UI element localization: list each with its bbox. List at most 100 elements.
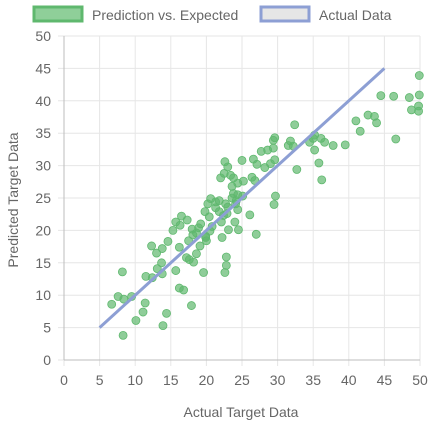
data-point[interactable] <box>314 158 324 168</box>
data-point[interactable] <box>389 91 399 101</box>
data-point[interactable] <box>355 126 365 136</box>
data-point[interactable] <box>220 268 230 277</box>
data-point[interactable] <box>119 294 129 304</box>
y-axis-title: Predicted Target Data <box>5 132 21 267</box>
data-point[interactable] <box>147 241 156 251</box>
data-point[interactable] <box>414 71 424 80</box>
x-tick-label: 0 <box>60 372 68 388</box>
data-point[interactable] <box>221 260 231 270</box>
data-point[interactable] <box>157 258 166 268</box>
y-tick-label: 5 <box>43 320 51 336</box>
data-point[interactable] <box>310 145 320 155</box>
data-point[interactable] <box>163 237 173 246</box>
data-point[interactable] <box>168 225 178 235</box>
legend-label-prediction: Prediction vs. Expected <box>92 7 238 23</box>
x-tick-label: 50 <box>412 372 428 388</box>
actual-data-line <box>98 67 386 329</box>
data-point[interactable] <box>414 90 424 100</box>
data-point[interactable] <box>162 308 171 318</box>
data-point[interactable] <box>268 143 278 153</box>
data-point[interactable] <box>140 298 150 308</box>
axes <box>63 36 420 361</box>
data-point[interactable] <box>290 120 300 130</box>
data-point[interactable] <box>404 93 414 102</box>
legend-swatch-prediction <box>32 5 84 23</box>
data-point[interactable] <box>407 105 416 115</box>
data-point[interactable] <box>118 330 128 340</box>
data-point[interactable] <box>196 219 206 229</box>
data-point[interactable] <box>138 307 148 317</box>
data-point[interactable] <box>187 301 196 310</box>
data-point[interactable] <box>217 233 227 242</box>
data-point[interactable] <box>239 176 248 186</box>
data-point[interactable] <box>414 106 423 116</box>
data-point[interactable] <box>269 200 279 209</box>
data-point[interactable] <box>268 135 278 145</box>
y-tick-label: 35 <box>35 125 51 141</box>
data-point[interactable] <box>206 194 216 204</box>
data-point[interactable] <box>317 175 327 185</box>
data-point[interactable] <box>252 159 262 169</box>
data-point[interactable] <box>216 173 226 183</box>
y-tick-label: 15 <box>35 255 51 271</box>
data-point[interactable] <box>131 316 141 325</box>
data-point[interactable] <box>152 248 161 258</box>
y-tick-label: 45 <box>35 60 51 76</box>
legend-item-prediction[interactable]: Prediction vs. Expected <box>32 5 238 23</box>
data-point[interactable] <box>199 268 208 277</box>
y-tick-label: 10 <box>35 287 51 303</box>
x-tick-label: 5 <box>96 372 104 388</box>
data-point[interactable] <box>376 91 386 101</box>
data-point[interactable] <box>171 266 181 275</box>
legend-label-actual: Actual Data <box>319 7 392 23</box>
data-point[interactable] <box>391 134 401 144</box>
data-point[interactable] <box>221 252 231 262</box>
data-point[interactable] <box>233 205 243 215</box>
data-point[interactable] <box>320 137 329 147</box>
data-point[interactable] <box>195 241 205 251</box>
x-tick-label: 30 <box>270 372 286 388</box>
data-point[interactable] <box>184 255 194 264</box>
data-point[interactable] <box>107 299 117 309</box>
data-point[interactable] <box>179 285 189 295</box>
data-point[interactable] <box>204 212 214 222</box>
data-point[interactable] <box>351 116 361 126</box>
y-tick-label: 50 <box>35 28 51 44</box>
data-point[interactable] <box>271 191 280 201</box>
data-point[interactable] <box>117 267 127 277</box>
data-point[interactable] <box>292 165 302 174</box>
data-point[interactable] <box>328 141 338 150</box>
y-tick-label: 0 <box>43 352 51 368</box>
data-point[interactable] <box>220 157 230 167</box>
data-point[interactable] <box>372 118 381 128</box>
x-tick-label: 10 <box>127 372 143 388</box>
data-point[interactable] <box>157 244 167 253</box>
data-point[interactable] <box>201 233 211 242</box>
data-point[interactable] <box>229 189 238 198</box>
data-point[interactable] <box>182 215 192 225</box>
y-tick-label: 25 <box>35 190 51 206</box>
data-point[interactable] <box>270 155 280 165</box>
data-point[interactable] <box>192 249 201 259</box>
actual-data-series-line[interactable] <box>98 67 386 329</box>
y-tick-label: 20 <box>35 222 51 238</box>
x-tick-label: 15 <box>163 372 179 388</box>
tick-labels: 0 5 10 15 20 25 30 35 40 45 50 0 5 10 15 20 25 30 35 40 45 50 <box>35 28 428 388</box>
x-tick-label: 35 <box>305 372 321 388</box>
legend-item-actual[interactable]: Actual Data <box>259 5 392 23</box>
data-point[interactable] <box>245 210 255 220</box>
data-point[interactable] <box>340 140 350 150</box>
x-tick-label: 40 <box>341 372 357 388</box>
data-point[interactable] <box>237 156 247 165</box>
data-point[interactable] <box>174 242 184 252</box>
data-point[interactable] <box>251 229 261 239</box>
data-point[interactable] <box>171 217 181 227</box>
y-tick-label: 40 <box>35 93 51 109</box>
data-point[interactable] <box>230 217 240 227</box>
data-point[interactable] <box>158 321 168 331</box>
data-point[interactable] <box>234 225 243 235</box>
x-tick-label: 20 <box>199 372 215 388</box>
data-point[interactable] <box>224 225 233 235</box>
y-tick-label: 30 <box>35 158 51 174</box>
